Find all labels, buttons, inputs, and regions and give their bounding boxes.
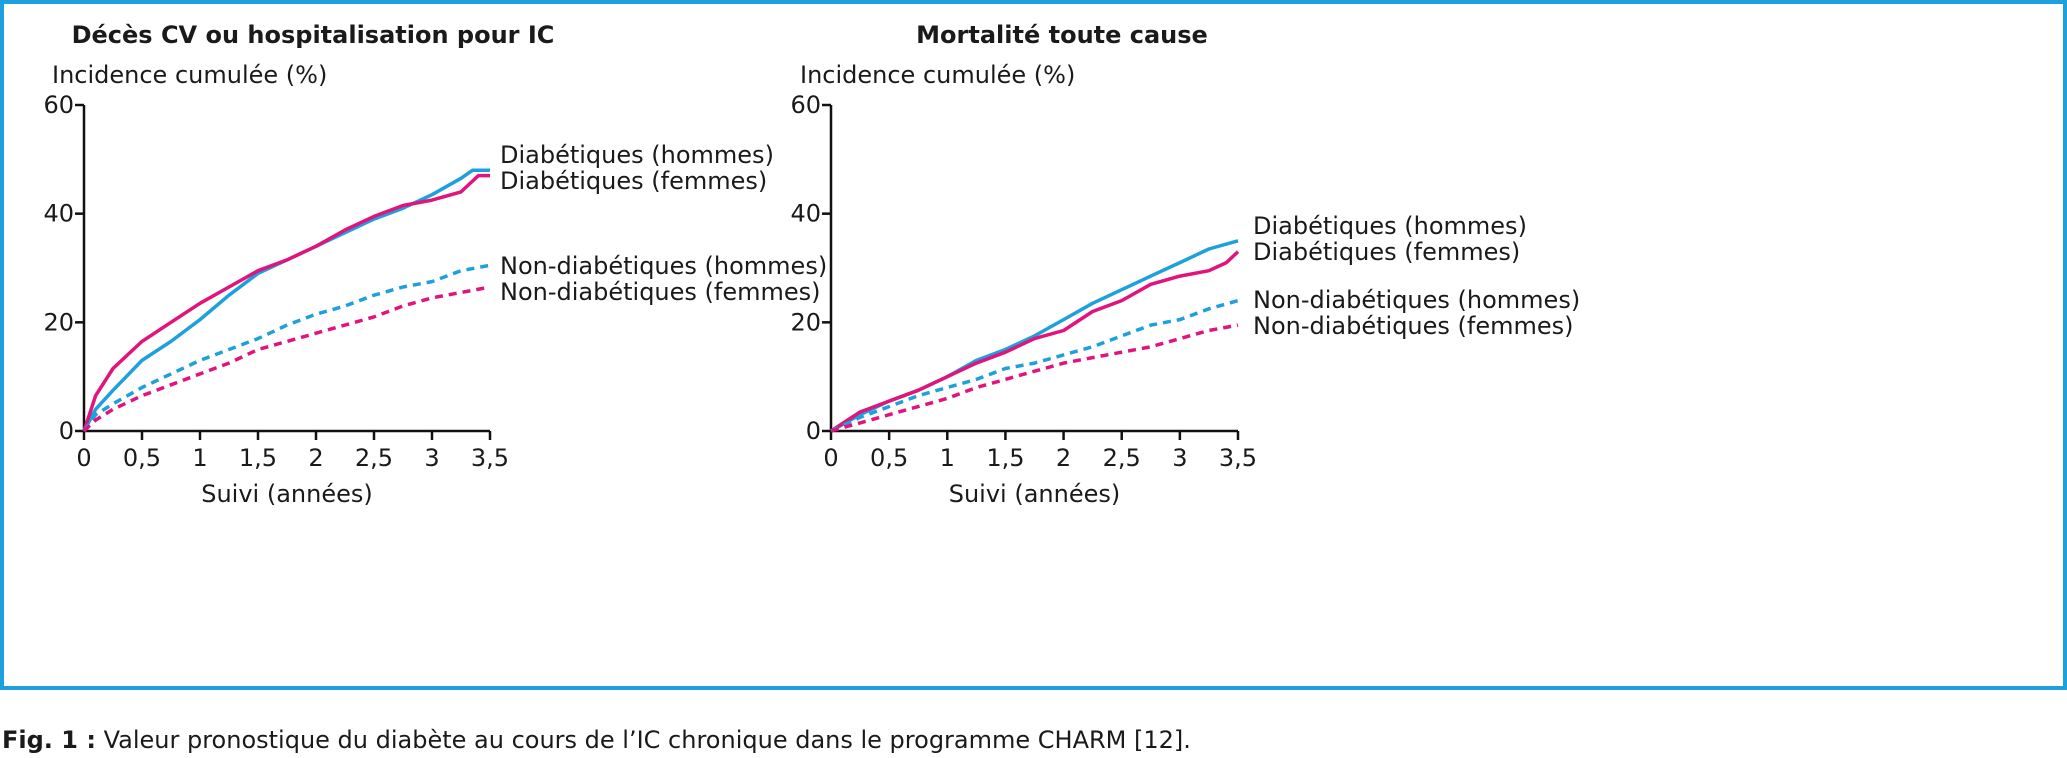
series-line-3 [82, 263, 491, 433]
x-tick-label: 0 [76, 444, 91, 472]
series-line-1 [830, 239, 1239, 433]
chart-title: Décès CV ou hospitalisation pour IC [72, 21, 555, 49]
y-axis-label: Incidence cumulée (%) [800, 61, 1075, 89]
x-tick-label: 3,5 [1219, 444, 1257, 472]
y-axis-label: Incidence cumulée (%) [52, 61, 327, 89]
x-tick-label: 2 [308, 444, 323, 472]
x-tick-label: 1,5 [986, 444, 1024, 472]
y-tick-label: 40 [43, 200, 74, 228]
series-label-1: Diabétiques (hommes) [500, 141, 774, 169]
x-tick-label: 3 [424, 444, 439, 472]
x-tick-label: 0,5 [870, 444, 908, 472]
x-axis-label: Suivi (années) [201, 480, 373, 508]
y-tick-label: 0 [59, 417, 74, 445]
series-label-1: Diabétiques (hommes) [1253, 212, 1527, 240]
x-tick-label: 3 [1172, 444, 1187, 472]
caption-prefix: Fig. 1 : [2, 726, 96, 754]
caption-text: Valeur pronostique du diabète au cours d… [95, 726, 1191, 754]
y-tick-label: 20 [43, 308, 74, 336]
series-label-2: Diabétiques (femmes) [500, 167, 767, 195]
x-tick-label: 0,5 [123, 444, 161, 472]
series-label-4: Non-diabétiques (femmes) [500, 278, 821, 306]
chart-panel-2: Mortalité toute cause Incidence cumulée (… [790, 21, 1580, 508]
series-line-2 [82, 173, 490, 432]
series-label-2: Diabétiques (femmes) [1253, 238, 1520, 266]
x-tick-label: 3,5 [471, 444, 509, 472]
series-line-3 [830, 298, 1239, 433]
chart-panel-1: Décès CV ou hospitalisation pour IC Incid… [43, 21, 827, 508]
x-tick-label: 2,5 [1103, 444, 1141, 472]
y-tick-label: 0 [806, 417, 821, 445]
series-line-1 [82, 168, 490, 432]
x-tick-label: 1 [940, 444, 955, 472]
x-tick-label: 1,5 [239, 444, 277, 472]
y-tick-label: 20 [790, 308, 821, 336]
y-tick-label: 40 [790, 200, 821, 228]
x-axis-label: Suivi (années) [949, 480, 1121, 508]
series-label-3: Non-diabétiques (hommes) [500, 252, 827, 280]
x-tick-label: 2,5 [355, 444, 393, 472]
series-label-4: Non-diabétiques (femmes) [1253, 312, 1574, 340]
figure-caption: Fig. 1 : Valeur pronostique du diabète a… [2, 726, 1191, 754]
chart-title: Mortalité toute cause [916, 21, 1208, 49]
x-tick-label: 1 [192, 444, 207, 472]
figure-frame [0, 0, 2067, 690]
x-tick-label: 0 [823, 444, 838, 472]
x-tick-label: 2 [1056, 444, 1071, 472]
series-label-3: Non-diabétiques (hommes) [1253, 286, 1580, 314]
y-tick-label: 60 [790, 91, 821, 119]
y-tick-label: 60 [43, 91, 74, 119]
series-line-4 [830, 323, 1239, 433]
series-line-2 [830, 250, 1240, 433]
